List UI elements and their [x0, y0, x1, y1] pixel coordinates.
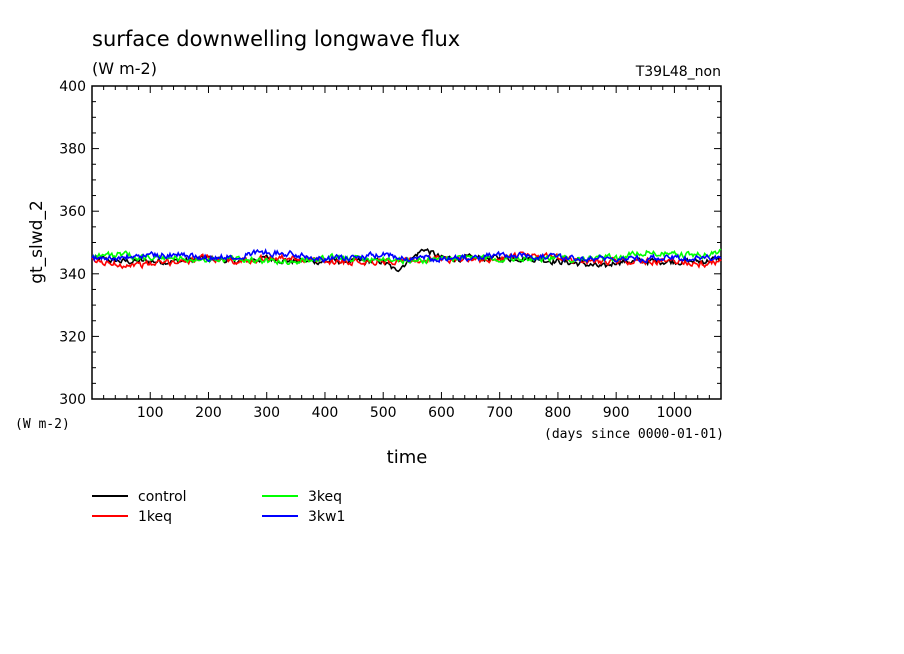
y-tick-label: 340 — [59, 267, 86, 283]
legend-label-control: control — [138, 489, 187, 505]
x-tick-label: 400 — [312, 405, 339, 421]
y-tick-label: 360 — [59, 204, 86, 220]
x-tick-labels: 100 200 300 400 500 600 700 800 900 1000 — [137, 405, 692, 421]
axis-ticks — [92, 85, 721, 400]
legend-label-1keq: 1keq — [138, 509, 172, 525]
x-tick-label: 100 — [137, 405, 164, 421]
x-tick-label: 900 — [603, 405, 630, 421]
y-tick-label: 300 — [59, 392, 86, 408]
legend-label-3keq: 3keq — [308, 489, 342, 505]
x-axis-label: time — [387, 447, 428, 468]
x-tick-label: 200 — [195, 405, 222, 421]
legend-label-3kw1: 3kw1 — [308, 509, 345, 525]
run-label: T39L48_non — [635, 64, 721, 80]
x-tick-label: 800 — [545, 405, 572, 421]
y-tick-labels: 300 320 340 360 380 400 — [59, 79, 86, 408]
x-tick-label: 700 — [486, 405, 513, 421]
x-tick-label: 500 — [370, 405, 397, 421]
y-tick-label: 380 — [59, 142, 86, 158]
y-tick-label: 400 — [59, 79, 86, 95]
y-tick-label: 320 — [59, 329, 86, 345]
x-axis-units: (days since 0000-01-01) — [544, 427, 724, 442]
series-lines — [91, 247, 722, 273]
y-axis-label: gt_slwd_2 — [27, 200, 47, 284]
x-tick-label: 1000 — [657, 405, 693, 421]
chart-subtitle-units: (W m-2) — [92, 59, 157, 78]
x-tick-label: 300 — [253, 405, 280, 421]
series-line-3kw1 — [91, 247, 722, 264]
plot-frame — [91, 85, 722, 400]
chart-title: surface downwelling longwave flux — [92, 27, 460, 51]
legend: control 1keq 3keq 3kw1 — [92, 489, 345, 525]
y-axis-units: (W m-2) — [15, 417, 70, 432]
x-tick-label: 600 — [428, 405, 455, 421]
